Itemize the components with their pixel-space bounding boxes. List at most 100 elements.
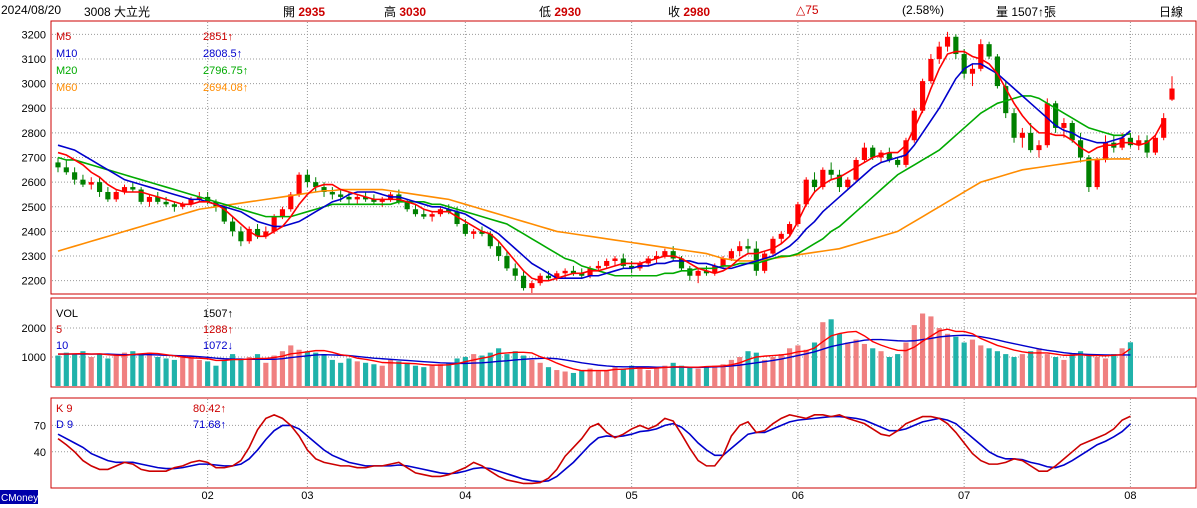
candle-body <box>695 270 701 276</box>
candle-body <box>886 152 892 160</box>
candle-body <box>1061 123 1067 128</box>
candle-body <box>728 251 734 259</box>
candle-body <box>155 196 161 202</box>
watermark-badge <box>0 490 38 504</box>
candle-body <box>221 206 227 222</box>
kd-lines <box>57 413 1131 485</box>
candle-body <box>446 209 452 212</box>
legend-d9-value: 71.68↑ <box>193 419 226 431</box>
volume-bar <box>728 359 734 386</box>
legend-vol-name: VOL <box>56 308 78 320</box>
volume-bar <box>1094 357 1100 386</box>
legend-k9-value: 80.42↑ <box>193 403 226 415</box>
volume-bar <box>1044 354 1050 386</box>
candle-body <box>612 258 618 261</box>
month-tick-label: 06 <box>792 490 804 502</box>
volume-bar <box>969 339 976 386</box>
volume-bar <box>379 365 385 386</box>
volume-bar <box>121 352 128 386</box>
candle-body <box>1069 123 1075 141</box>
candle-body <box>396 194 402 202</box>
month-tick-label: 08 <box>1124 490 1136 502</box>
volume-bar <box>1053 357 1059 386</box>
price-change-percent: (2.58%) <box>902 3 945 17</box>
candle-body <box>180 204 186 207</box>
volume-bar <box>496 348 502 386</box>
volume-bar <box>836 333 843 386</box>
candle-body <box>329 191 335 195</box>
kd-legend: K 9 80.42↑ D 9 71.68↑ <box>56 403 226 431</box>
candle-body <box>537 275 543 284</box>
candle-body <box>1019 132 1025 138</box>
volume-bar <box>720 364 726 386</box>
volume-bar <box>928 316 934 386</box>
volume-bar <box>1102 358 1109 386</box>
candle-body <box>196 196 202 200</box>
candle-body <box>737 246 743 252</box>
candle-body <box>554 273 560 279</box>
candle-body <box>653 256 660 259</box>
volume-bar <box>196 359 202 386</box>
volume-bar <box>238 358 244 386</box>
volume-bar <box>504 354 510 386</box>
volume-bar <box>903 342 909 386</box>
moving-average-lines <box>57 50 1165 282</box>
quote-date: 2024/08/20 <box>1 3 62 17</box>
candle-body <box>678 258 685 269</box>
volume-bar <box>1119 348 1125 386</box>
volume-bar <box>412 365 419 386</box>
candle-body <box>1127 137 1134 146</box>
volume-bar <box>63 352 69 386</box>
volume-panel-frame <box>50 297 1197 388</box>
candle-body <box>72 172 78 180</box>
volume-bar <box>1077 351 1084 386</box>
volume-bar <box>712 365 718 386</box>
legend-vol10-name: 10 <box>56 340 68 352</box>
candlestick-series <box>55 31 1175 293</box>
volume-bar <box>861 343 867 386</box>
volume-bar <box>1019 354 1025 386</box>
candle-body <box>271 216 277 232</box>
volume-bar <box>953 336 959 386</box>
candle-body <box>421 214 427 217</box>
volume-bar <box>288 345 294 386</box>
candle-body <box>895 159 901 165</box>
x-axis: 02 03 04 05 06 07 08 <box>202 490 1137 502</box>
volume-bar <box>687 367 693 386</box>
low-price: 低 2930 <box>539 5 582 19</box>
volume-bar <box>579 370 585 386</box>
volume-bar <box>80 351 86 386</box>
volume-bar <box>396 361 402 386</box>
candle-body <box>346 196 352 200</box>
candle-body <box>853 159 859 180</box>
price-tick-label: 2700 <box>22 153 46 165</box>
volume-bar <box>72 354 78 386</box>
volume-bar <box>230 354 236 386</box>
candle-body <box>146 196 153 202</box>
period-selector[interactable]: 日線 <box>1159 5 1184 19</box>
volume-bar <box>637 368 643 386</box>
volume-bar <box>795 345 801 386</box>
legend-ma20-value: 2796.75↑ <box>203 65 248 77</box>
candle-body <box>1136 140 1142 146</box>
volume-ma5-line <box>58 328 1131 372</box>
candle-body <box>354 196 360 200</box>
candle-body <box>512 268 518 276</box>
volume-bar <box>387 359 394 386</box>
candle-body <box>836 174 843 188</box>
volume-bar <box>279 351 286 386</box>
volume-bar <box>462 357 468 386</box>
price-tick-label: 2600 <box>22 177 46 189</box>
volume-bar <box>321 354 327 386</box>
candle-body <box>936 46 942 59</box>
volume-bar <box>354 361 360 386</box>
volume-bar <box>653 367 660 386</box>
candle-body <box>620 258 626 266</box>
volume-bar <box>1061 359 1067 386</box>
candle-body <box>1028 132 1034 151</box>
volume-bar <box>88 357 94 386</box>
price-tick-label: 2200 <box>22 276 46 288</box>
month-tick-label: 07 <box>958 490 970 502</box>
price-tick-label: 2800 <box>22 128 46 140</box>
volume-bar <box>570 372 577 386</box>
